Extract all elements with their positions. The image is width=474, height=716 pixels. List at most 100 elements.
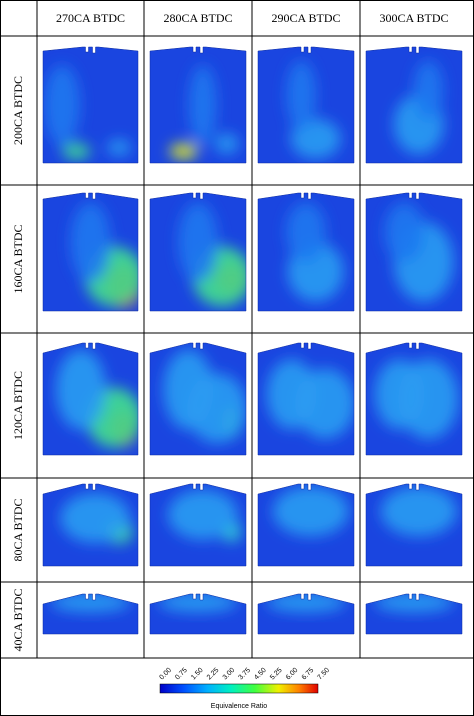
contour-image <box>43 47 138 163</box>
colorbar-tick-label: 0.00 <box>158 667 173 682</box>
contour-blobs <box>384 202 454 302</box>
colorbar-tick-label: 1.50 <box>190 667 205 682</box>
contour-image <box>150 47 246 163</box>
contour-region <box>158 594 238 613</box>
chamber-outline <box>257 483 355 567</box>
chamber-outline <box>257 46 355 164</box>
chamber-outline <box>149 342 247 456</box>
chamber-outline <box>149 483 247 567</box>
contour-region <box>62 143 91 160</box>
row-label: 80CA BTDC <box>11 498 25 561</box>
contour-image <box>258 193 354 311</box>
chamber-outline <box>365 342 463 456</box>
colorbar-tick-label: 7.50 <box>316 667 331 682</box>
contour-blobs <box>158 594 238 613</box>
contour-blobs <box>167 489 242 542</box>
contour-region <box>266 359 317 430</box>
row-label: 160CA BTDC <box>11 224 25 293</box>
colorbar-tick-label: 4.50 <box>253 667 268 682</box>
contour-image <box>43 484 138 566</box>
row-label: 200CA BTDC <box>11 76 25 145</box>
chamber-outline <box>42 192 139 312</box>
contour-blobs <box>70 202 138 309</box>
chamber-outline <box>42 342 139 456</box>
colorbar-tick-label: 6.00 <box>285 667 300 682</box>
contour-image <box>366 193 462 311</box>
contour-region <box>374 594 454 613</box>
contour-blobs <box>393 60 444 155</box>
contour-region <box>272 486 349 537</box>
contour-region <box>266 594 346 613</box>
column-header: 280CA BTDC <box>163 11 232 25</box>
contour-image <box>258 343 354 455</box>
chamber-outline <box>42 593 139 635</box>
colorbar-tick-label: 0.75 <box>174 667 189 682</box>
chamber-outline <box>42 483 139 567</box>
contour-region <box>50 594 131 613</box>
contour-blobs <box>380 486 457 537</box>
contour-region <box>167 489 238 540</box>
contour-region <box>286 202 326 263</box>
column-header: 290CA BTDC <box>271 11 340 25</box>
colorbar-label: Equivalence Ratio <box>211 703 268 710</box>
colorbar-tick-label: 2.25 <box>206 667 221 682</box>
contour-blobs <box>286 202 344 302</box>
contour-region <box>107 139 131 156</box>
chamber-outline <box>365 593 463 635</box>
contour-region <box>286 60 317 131</box>
contour-blobs <box>163 349 246 444</box>
contour-image <box>366 343 462 455</box>
contour-blobs <box>60 493 133 544</box>
contour-blobs <box>44 65 131 160</box>
contour-image <box>43 193 138 311</box>
chamber-outline <box>149 192 247 312</box>
contour-image <box>366 47 462 163</box>
contour-region <box>163 349 214 430</box>
contour-blobs <box>50 594 131 613</box>
contour-blobs <box>169 65 239 160</box>
contour-image <box>150 594 246 634</box>
contour-image <box>150 343 246 455</box>
colorbar-tick-label: 3.00 <box>222 667 237 682</box>
contour-blobs <box>286 60 341 159</box>
contour-image <box>43 343 138 455</box>
contour-blobs <box>56 349 138 448</box>
contour-blobs <box>266 594 346 613</box>
contour-image <box>258 594 354 634</box>
colorbar <box>159 683 319 694</box>
row-label: 40CA BTDC <box>11 588 25 651</box>
contour-blobs <box>272 486 349 537</box>
chamber-outline <box>257 342 355 456</box>
colorbar-tick-label: 5.25 <box>269 667 284 682</box>
column-header: 270CA BTDC <box>56 11 125 25</box>
contour-region <box>214 133 239 154</box>
chamber-outline <box>365 46 463 164</box>
contour-blobs <box>374 359 459 439</box>
contour-blobs <box>178 202 246 307</box>
chamber-outline <box>42 46 139 164</box>
contour-image <box>150 484 246 566</box>
contour-region <box>413 60 444 121</box>
chamber-outline <box>257 593 355 635</box>
contour-image <box>366 594 462 634</box>
contour-blobs <box>266 359 354 439</box>
contour-region <box>374 359 425 430</box>
row-label: 120CA BTDC <box>11 371 25 440</box>
column-header: 300CA BTDC <box>379 11 448 25</box>
contour-image <box>366 484 462 566</box>
contour-region <box>384 202 425 263</box>
chamber-outline <box>149 46 247 164</box>
contour-image <box>258 47 354 163</box>
contour-region <box>60 493 131 544</box>
contour-region <box>188 65 217 145</box>
contour-region <box>56 349 106 430</box>
chamber-outline <box>365 192 463 312</box>
contour-image <box>258 484 354 566</box>
chamber-outline <box>365 483 463 567</box>
contour-region <box>178 202 218 283</box>
contour-blobs <box>374 594 454 613</box>
contour-region <box>44 65 80 145</box>
contour-image <box>43 594 138 634</box>
chamber-outline <box>257 192 355 312</box>
